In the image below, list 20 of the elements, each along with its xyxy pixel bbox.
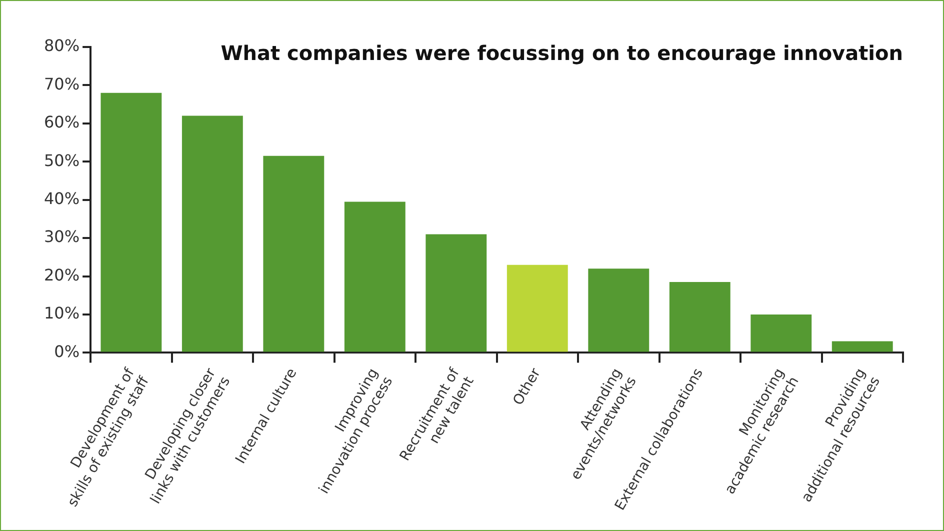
bar [669, 282, 730, 352]
bar [182, 116, 243, 352]
y-tick-label: 0% [54, 342, 80, 361]
y-tick-label: 60% [44, 112, 80, 132]
chart-title: What companies were focussing on to encourage innovation [220, 41, 903, 66]
bar [263, 156, 324, 352]
y-tick-label: 40% [44, 189, 80, 208]
bar [832, 341, 893, 352]
bar [750, 314, 812, 352]
y-tick-label: 10% [44, 304, 80, 323]
y-tick-label: 20% [44, 265, 80, 284]
bar [100, 92, 162, 352]
bar [426, 234, 487, 352]
bar [506, 264, 568, 352]
y-tick-label: 30% [44, 227, 80, 246]
y-tick-label: 80% [44, 36, 80, 56]
y-tick-label: 50% [44, 150, 80, 170]
bar [344, 202, 406, 352]
bar [588, 268, 650, 352]
y-tick-label: 70% [44, 74, 80, 94]
